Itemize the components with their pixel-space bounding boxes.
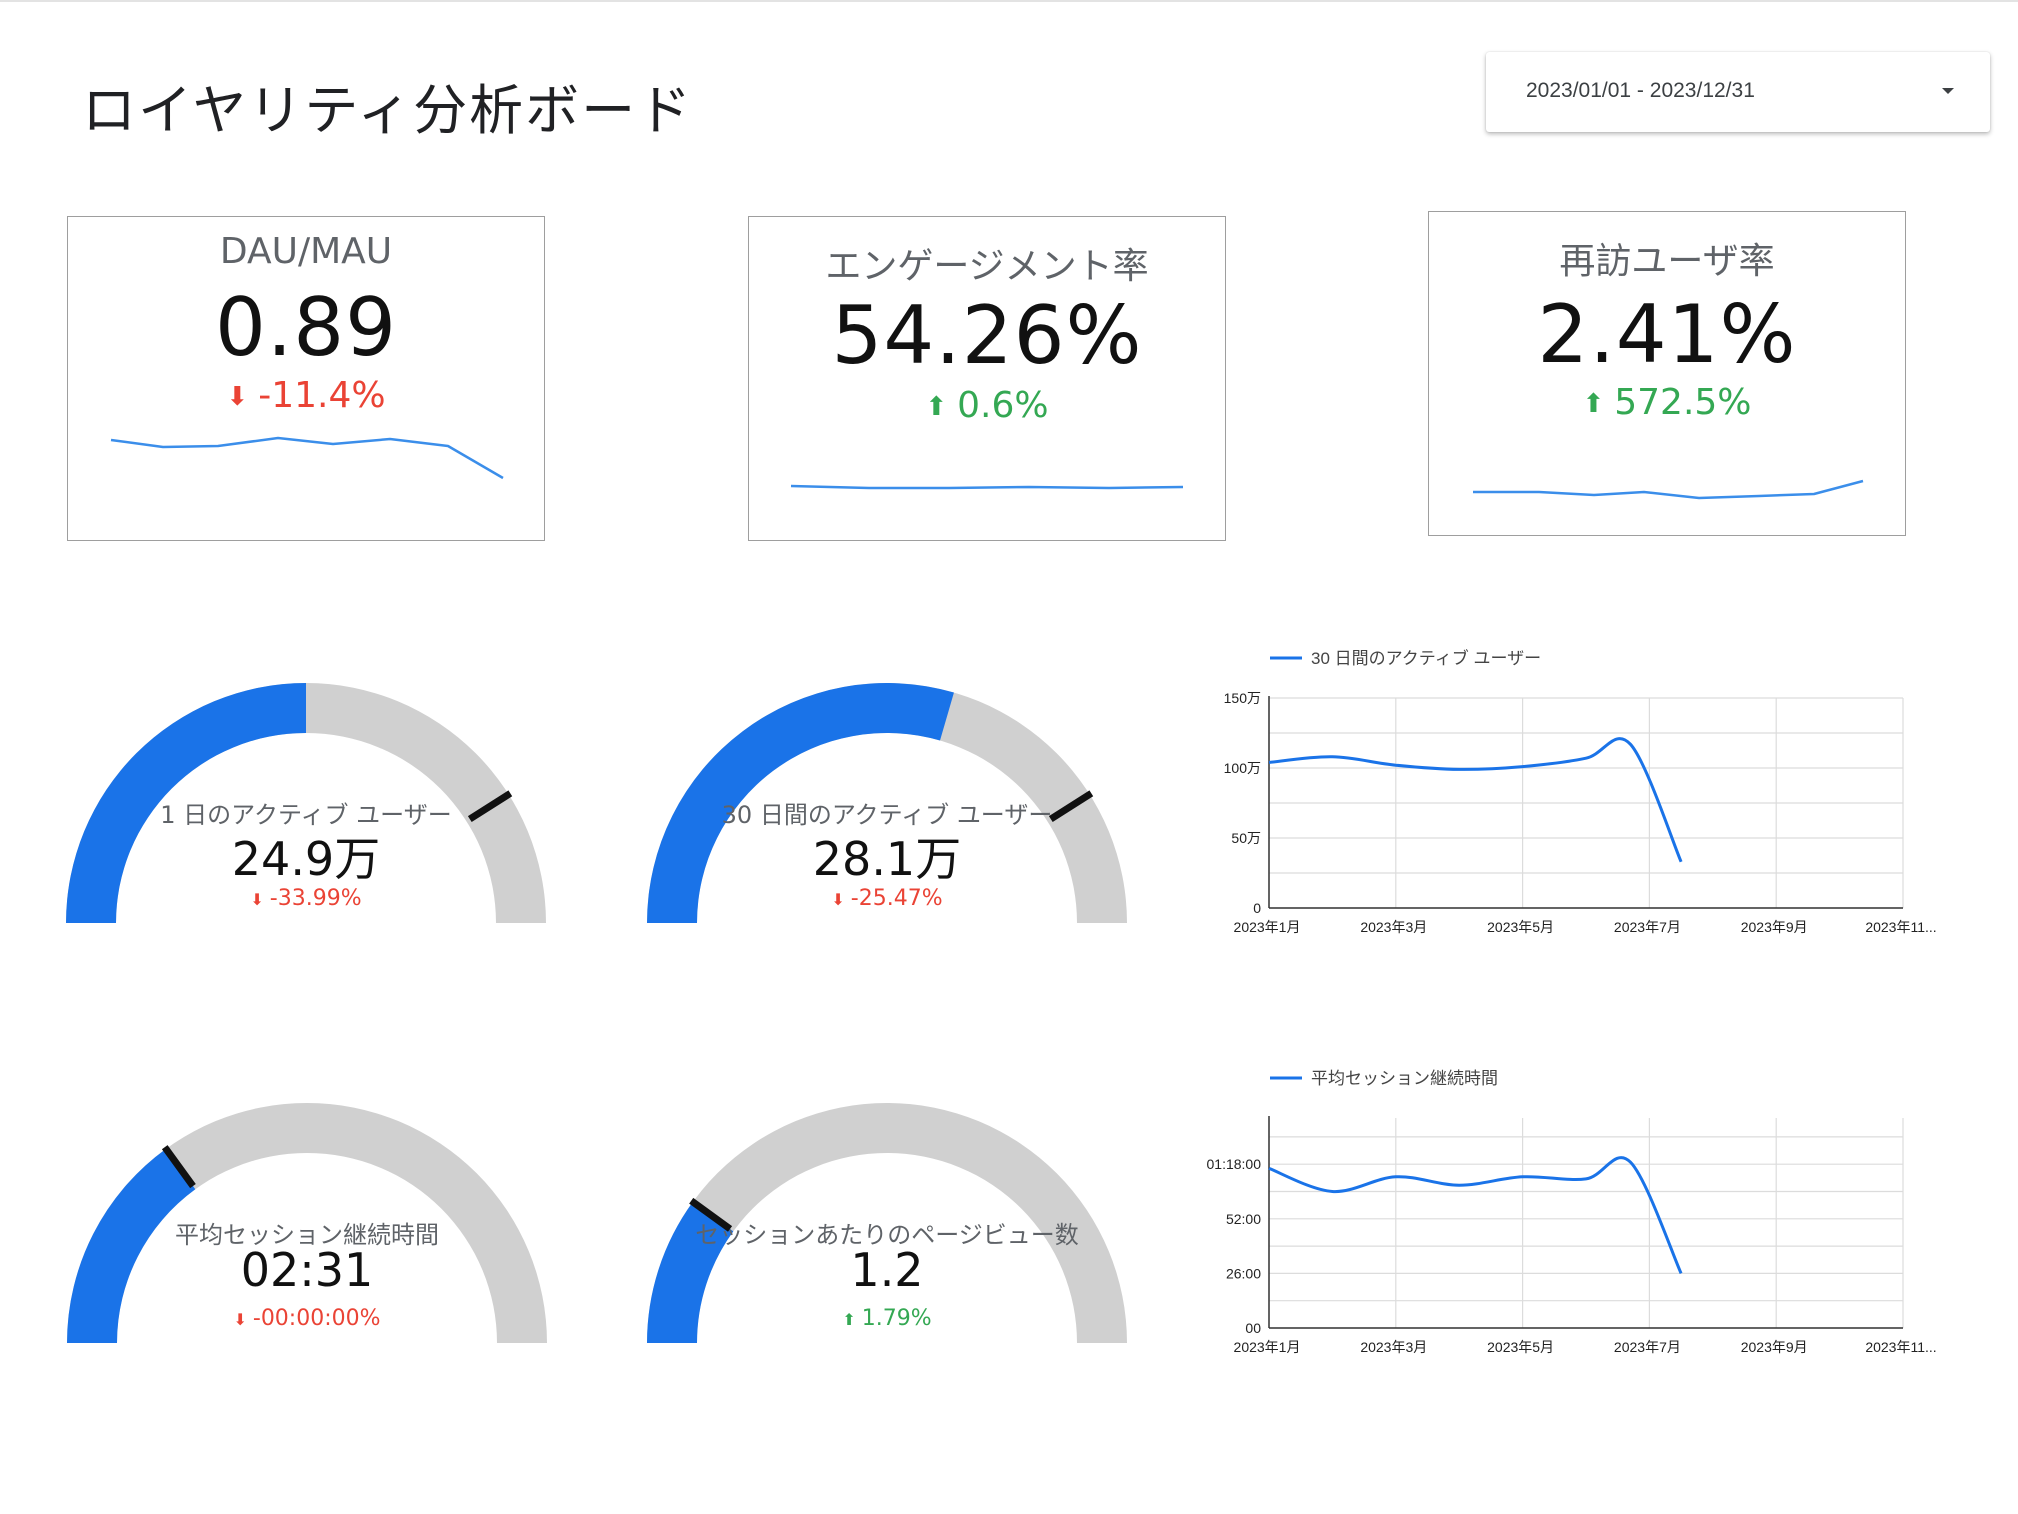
gauge-fill — [66, 683, 306, 923]
gauge-daily-active-users: 1 日のアクティブ ユーザー 24.9万 ⬇ -33.99% — [66, 683, 546, 923]
gauge-fill — [647, 1201, 734, 1343]
x-tick-label: 2023年3月 — [1360, 919, 1427, 935]
gauge-delta-value: -00:00:00% — [252, 1306, 381, 1331]
y-tick-label: 0 — [1253, 900, 1261, 916]
gauge-target-marker — [1048, 790, 1094, 823]
gauge-delta-value: -33.99% — [269, 886, 362, 911]
arrow-down-icon: ⬇ — [233, 1310, 247, 1329]
gauge-delta-value: -25.47% — [850, 886, 943, 911]
gauge-arc — [66, 683, 546, 923]
gauge-arc — [647, 683, 1127, 923]
gauge-avg-session-duration: 平均セッション継続時間 02:31 ⬇ -00:00:00% — [67, 1103, 547, 1343]
y-tick-label: 50万 — [1231, 830, 1261, 846]
legend-label: 30 日間のアクティブ ユーザー — [1311, 648, 1541, 668]
gauge-delta: ⬇ -33.99% — [66, 886, 546, 911]
x-tick-label: 2023年3月 — [1360, 1339, 1427, 1355]
kpi-delta: ⬆ 0.6% — [749, 385, 1225, 426]
page-title: ロイヤリティ分析ボード — [82, 79, 694, 142]
gauge-fill — [67, 1148, 196, 1343]
gauge-fill — [647, 683, 954, 923]
kpi-value: 0.89 — [214, 281, 398, 374]
kpi-value: 54.26% — [831, 289, 1143, 382]
gauge-track — [647, 1103, 1127, 1343]
top-border — [0, 0, 2018, 2]
gauge-target-marker — [467, 790, 513, 823]
gauge-label: 平均セッション継続時間 — [175, 1221, 439, 1249]
date-range-label: 2023/01/01 - 2023/12/31 — [1526, 79, 1755, 102]
y-tick-label: 52:00 — [1226, 1211, 1261, 1227]
line-chart-30-day-active-users: 30 日間のアクティブ ユーザー 0 50万 100万 150万 2023年1月 2023年… — [1195, 640, 1955, 940]
kpi-card-engagement-rate: エンゲージメント率 54.26% ⬆ 0.6% — [748, 216, 1226, 541]
sparkline — [1473, 479, 1864, 500]
x-tick-label: 2023年5月 — [1487, 1339, 1554, 1355]
kpi-delta-value: 0.6% — [957, 385, 1049, 426]
x-tick-label: 2023年11... — [1865, 919, 1936, 935]
y-tick-label: 00 — [1245, 1320, 1261, 1336]
x-tick-label: 2023年1月 — [1234, 919, 1301, 935]
gauge-arc — [67, 1103, 547, 1343]
y-tick-label: 150万 — [1224, 690, 1261, 706]
arrow-down-icon: ⬇ — [226, 382, 249, 412]
series-line — [1268, 737, 1683, 863]
gauge-delta: ⬆ 1.79% — [647, 1306, 1127, 1331]
sparkline — [790, 484, 1184, 490]
gauge-arc — [647, 1103, 1127, 1343]
line-chart-avg-session-duration: 平均セッション継続時間 00 26:00 52:00 01:18:00 2023年1月 20… — [1195, 1060, 1955, 1360]
gauge-label: 1 日のアクティブ ユーザー — [160, 801, 452, 829]
kpi-value: 2.41% — [1537, 288, 1797, 381]
gauge-pageviews-per-session: セッションあたりのページビュー数 1.2 ⬆ 1.79% — [647, 1103, 1127, 1343]
gauge-target-marker — [161, 1145, 196, 1189]
kpi-delta: ⬆ 572.5% — [1429, 382, 1905, 423]
y-tick-label: 01:18:00 — [1207, 1156, 1262, 1172]
gauge-delta: ⬇ -00:00:00% — [67, 1306, 547, 1331]
gauge-delta: ⬇ -25.47% — [647, 886, 1127, 911]
kpi-delta: ⬇ -11.4% — [68, 375, 544, 416]
gauge-value: 1.2 — [850, 1243, 924, 1297]
y-tick-label: 26:00 — [1226, 1265, 1261, 1281]
arrow-up-icon: ⬆ — [1582, 389, 1605, 419]
kpi-delta-value: 572.5% — [1614, 382, 1752, 423]
x-tick-label: 2023年7月 — [1614, 1339, 1681, 1355]
gauge-value: 24.9万 — [231, 832, 381, 886]
gauge-30-day-active-users: 30 日間のアクティブ ユーザー 28.1万 ⬇ -25.47% — [647, 683, 1127, 923]
kpi-delta-value: -11.4% — [258, 375, 386, 416]
x-tick-label: 2023年1月 — [1234, 1339, 1301, 1355]
chart-canvas: 平均セッション継続時間 00 26:00 52:00 01:18:00 2023年1月 20… — [1207, 1069, 1937, 1355]
gauge-value: 28.1万 — [812, 832, 962, 886]
arrow-up-icon: ⬆ — [842, 1310, 856, 1329]
sparkline — [110, 436, 504, 480]
kpi-title: エンゲージメント率 — [825, 246, 1149, 287]
kpi-card-returning-user-rate: 再訪ユーザ率 2.41% ⬆ 572.5% — [1428, 211, 1906, 536]
x-tick-label: 2023年9月 — [1741, 919, 1808, 935]
chevron-down-icon[interactable] — [1942, 88, 1954, 94]
gauge-target-marker — [689, 1197, 733, 1232]
gauge-value: 02:31 — [240, 1243, 374, 1297]
chart-canvas: 30 日間のアクティブ ユーザー 0 50万 100万 150万 2023年1月 2023年… — [1224, 648, 1937, 935]
x-tick-label: 2023年5月 — [1487, 919, 1554, 935]
x-tick-label: 2023年7月 — [1614, 919, 1681, 935]
x-tick-label: 2023年11... — [1865, 1339, 1936, 1355]
arrow-down-icon: ⬇ — [250, 890, 264, 909]
arrow-up-icon: ⬆ — [925, 392, 948, 422]
gauge-label: セッションあたりのページビュー数 — [695, 1221, 1079, 1249]
kpi-title: DAU/MAU — [219, 231, 393, 272]
gauge-delta-value: 1.79% — [861, 1306, 932, 1331]
legend-label: 平均セッション継続時間 — [1311, 1069, 1498, 1088]
kpi-title: 再訪ユーザ率 — [1559, 241, 1775, 282]
x-tick-label: 2023年9月 — [1741, 1339, 1808, 1355]
series-line — [1268, 1156, 1683, 1275]
y-tick-label: 100万 — [1224, 760, 1261, 776]
kpi-card-dau-mau: DAU/MAU 0.89 ⬇ -11.4% — [67, 216, 545, 541]
gauge-track — [67, 1103, 547, 1343]
date-range-picker[interactable]: 2023/01/01 - 2023/12/31 — [1486, 52, 1990, 132]
gauge-label: 30 日間のアクティブ ユーザー — [721, 801, 1053, 829]
arrow-down-icon: ⬇ — [831, 890, 845, 909]
